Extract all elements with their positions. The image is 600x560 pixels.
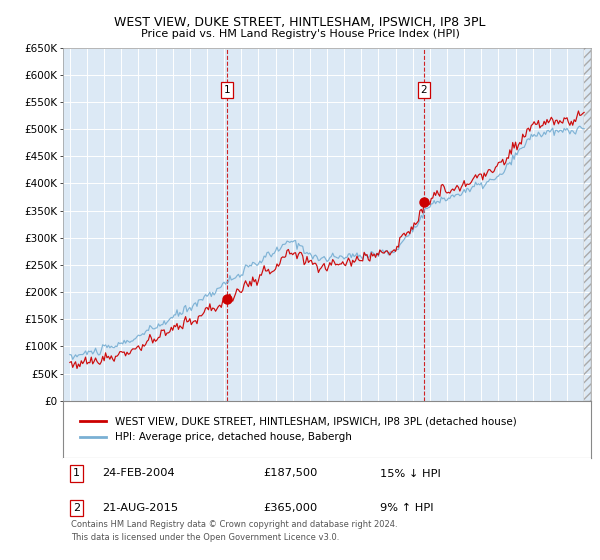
Text: 2: 2 xyxy=(73,503,80,513)
Text: 21-AUG-2015: 21-AUG-2015 xyxy=(103,503,179,513)
Text: 1: 1 xyxy=(73,469,80,478)
Text: Contains HM Land Registry data © Crown copyright and database right 2024.
This d: Contains HM Land Registry data © Crown c… xyxy=(71,520,398,542)
Text: WEST VIEW, DUKE STREET, HINTLESHAM, IPSWICH, IP8 3PL: WEST VIEW, DUKE STREET, HINTLESHAM, IPSW… xyxy=(114,16,486,29)
Text: 1: 1 xyxy=(223,85,230,95)
Text: 9% ↑ HPI: 9% ↑ HPI xyxy=(380,503,433,513)
Text: £187,500: £187,500 xyxy=(263,469,318,478)
Text: 15% ↓ HPI: 15% ↓ HPI xyxy=(380,469,440,478)
Text: 24-FEB-2004: 24-FEB-2004 xyxy=(103,469,175,478)
Text: 2: 2 xyxy=(421,85,427,95)
Legend: WEST VIEW, DUKE STREET, HINTLESHAM, IPSWICH, IP8 3PL (detached house), HPI: Aver: WEST VIEW, DUKE STREET, HINTLESHAM, IPSW… xyxy=(76,412,521,446)
Text: Price paid vs. HM Land Registry's House Price Index (HPI): Price paid vs. HM Land Registry's House … xyxy=(140,29,460,39)
Text: £365,000: £365,000 xyxy=(263,503,318,513)
